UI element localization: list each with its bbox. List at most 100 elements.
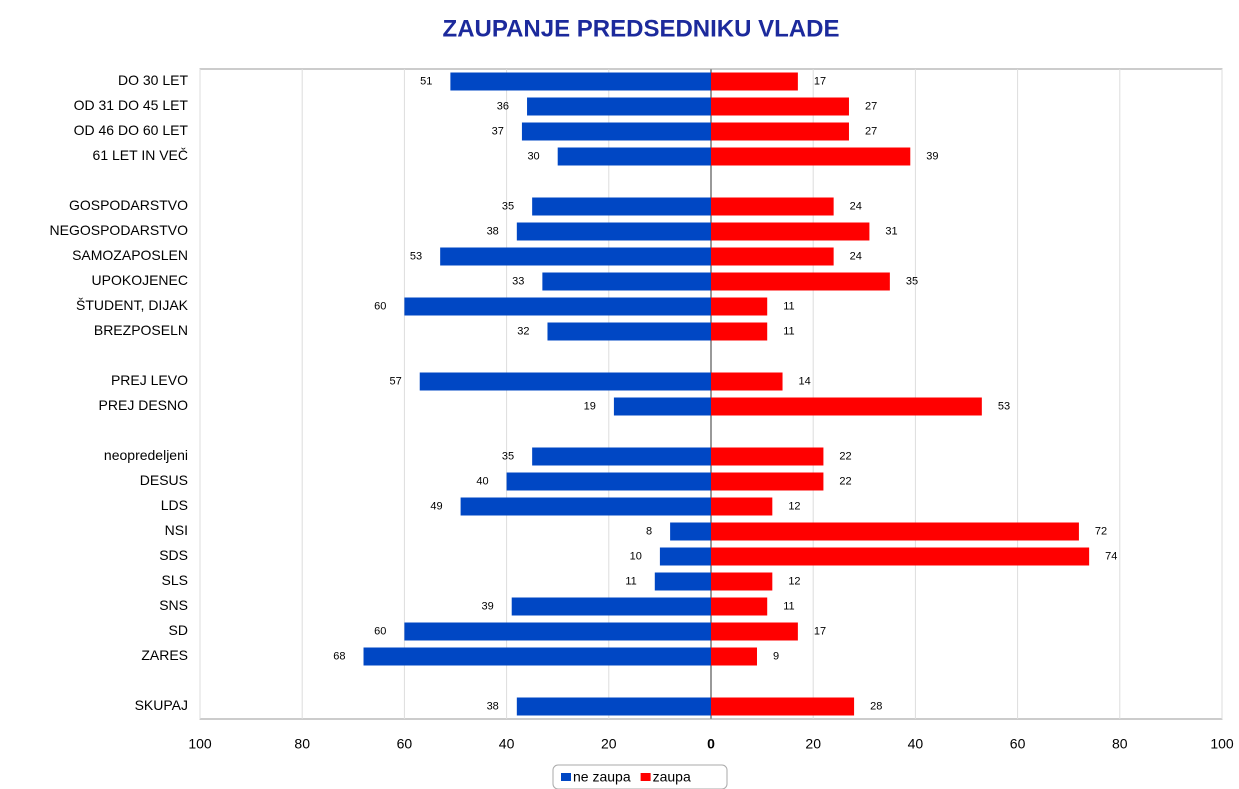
value-label: 40	[476, 475, 488, 487]
bar	[711, 247, 834, 266]
category-label: DO 30 LET	[118, 72, 188, 88]
value-label: 27	[865, 100, 877, 112]
category-label: UPOKOJENEC	[92, 272, 188, 288]
bar	[711, 122, 849, 141]
category-label: SD	[169, 622, 188, 638]
value-label: 8	[646, 525, 652, 537]
bar	[363, 647, 711, 666]
value-label: 35	[502, 200, 514, 212]
bar	[654, 572, 711, 591]
value-label: 11	[783, 300, 794, 312]
chart-title: ZAUPANJE PREDSEDNIKU VLADE	[443, 15, 840, 42]
legend-box	[552, 764, 728, 789]
value-label: 35	[906, 275, 918, 287]
category-label: ŠTUDENT, DIJAK	[76, 297, 189, 313]
category-label: LDS	[161, 497, 188, 513]
value-label: 36	[497, 100, 509, 112]
bar	[404, 297, 711, 316]
value-label: 14	[799, 375, 811, 387]
x-tick-label: 40	[499, 736, 515, 752]
category-label: PREJ DESNO	[99, 397, 189, 413]
bar	[711, 372, 783, 391]
bar	[440, 247, 711, 266]
category-label: BREZPOSELN	[94, 322, 188, 338]
bar	[532, 447, 711, 466]
bar	[516, 222, 711, 241]
value-label: 33	[512, 275, 524, 287]
category-label: neopredeljeni	[104, 447, 188, 463]
value-label: 19	[584, 400, 596, 412]
x-tick-label: 40	[908, 736, 924, 752]
value-label: 10	[630, 550, 642, 562]
bar	[711, 147, 911, 166]
bar	[711, 72, 798, 91]
value-label: 32	[517, 325, 529, 337]
value-label: 31	[885, 225, 897, 237]
bar	[557, 147, 711, 166]
category-label: GOSPODARSTVO	[69, 197, 188, 213]
category-label: NSI	[165, 522, 188, 538]
bar	[542, 272, 711, 291]
category-label: SDS	[159, 547, 188, 563]
bar	[419, 372, 711, 391]
category-label: SNS	[159, 597, 188, 613]
bar	[460, 497, 711, 516]
bar	[711, 447, 824, 466]
bar	[506, 472, 711, 491]
bar	[711, 622, 798, 641]
value-label: 22	[839, 475, 851, 487]
bar	[711, 597, 768, 616]
category-label: NEGOSPODARSTVO	[50, 222, 189, 238]
value-label: 68	[333, 650, 345, 662]
x-tick-label: 20	[805, 736, 821, 752]
category-label: SAMOZAPOSLEN	[72, 247, 188, 263]
value-label: 17	[814, 625, 826, 637]
value-label: 35	[502, 450, 514, 462]
x-tick-label: 100	[188, 736, 212, 752]
category-label: SLS	[162, 572, 188, 588]
bar	[711, 697, 855, 716]
bar	[404, 622, 711, 641]
value-label: 72	[1095, 525, 1107, 537]
value-label: 37	[492, 125, 504, 137]
bar	[516, 697, 711, 716]
value-label: 11	[625, 575, 636, 587]
legend-label: zaupa	[653, 769, 691, 785]
legend-swatch	[640, 773, 651, 781]
value-label: 24	[850, 200, 862, 212]
category-label: SKUPAJ	[135, 697, 188, 713]
value-label: 27	[865, 125, 877, 137]
legend-label: ne zaupa	[573, 769, 631, 785]
value-label: 57	[389, 375, 401, 387]
value-label: 12	[788, 500, 800, 512]
bar	[527, 97, 711, 116]
bar	[711, 647, 757, 666]
value-label: 60	[374, 300, 386, 312]
bar	[711, 197, 834, 216]
value-label: 53	[998, 400, 1010, 412]
value-label: 11	[783, 325, 794, 337]
category-label: ZARES	[141, 647, 188, 663]
legend-swatch	[561, 773, 571, 781]
category-label: OD 31 DO 45 LET	[74, 97, 189, 113]
bar	[711, 497, 773, 516]
value-label: 30	[527, 150, 539, 162]
category-label: 61 LET IN VEČ	[93, 147, 188, 163]
bar	[711, 272, 890, 291]
value-label: 39	[481, 600, 493, 612]
bar	[670, 522, 711, 541]
bar	[450, 72, 711, 91]
bar	[613, 397, 711, 416]
bar	[532, 197, 711, 216]
value-label: 60	[374, 625, 386, 637]
x-tick-label: 80	[294, 736, 310, 752]
bar	[521, 122, 711, 141]
value-label: 28	[870, 700, 882, 712]
value-label: 22	[839, 450, 851, 462]
value-label: 53	[410, 250, 422, 262]
bar	[547, 322, 711, 341]
bar	[711, 297, 768, 316]
value-label: 49	[430, 500, 442, 512]
value-label: 9	[773, 650, 779, 662]
